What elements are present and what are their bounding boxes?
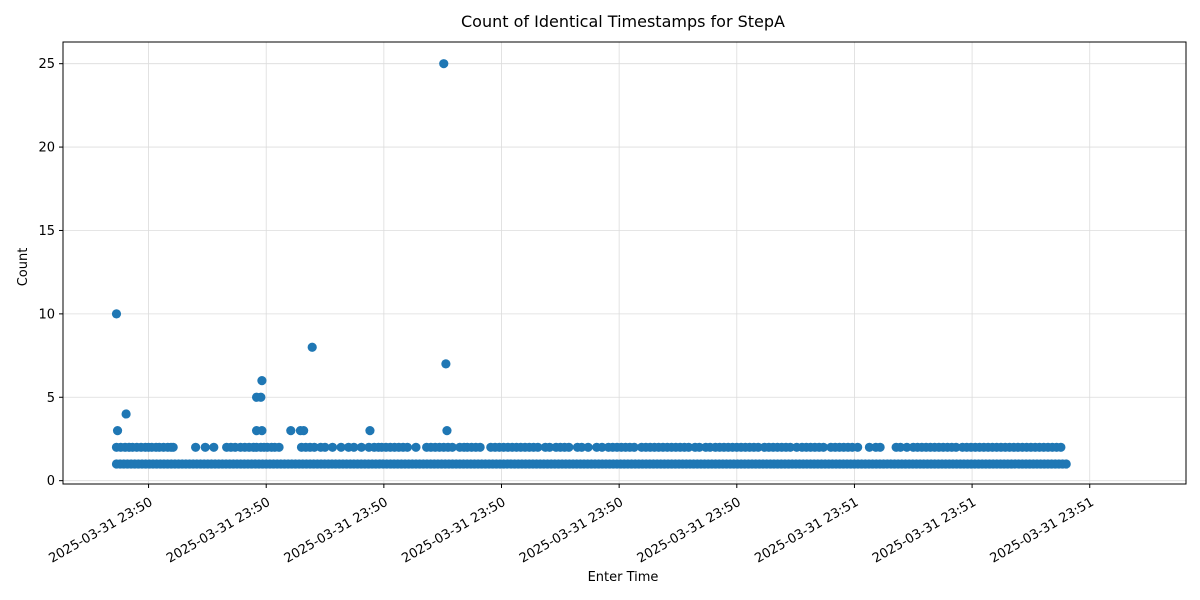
data-point [257,375,267,386]
data-point [191,442,201,452]
x-tick-label: 2025-03-31 23:51 [988,495,1097,567]
data-point [349,442,359,452]
data-point [447,442,457,452]
data-point [256,392,266,402]
data-point [299,426,309,436]
data-point [327,442,338,452]
data-point [111,309,122,319]
x-axis-label: Enter Time [588,570,659,585]
data-point [545,442,555,452]
data-point [564,442,574,452]
data-point [853,442,863,452]
x-tick-label: 2025-03-31 23:50 [282,495,391,567]
y-tick-label: 10 [38,307,55,322]
data-point [1056,442,1066,452]
data-point [533,442,543,452]
y-tick-label: 15 [38,224,55,239]
x-tick-label: 2025-03-31 23:50 [517,495,626,567]
data-point [209,442,219,452]
grid-lines [63,42,1186,484]
data-point [336,442,346,452]
data-point [309,442,319,452]
data-point [442,426,452,436]
y-tick-label: 25 [38,57,55,72]
x-tick-label: 2025-03-31 23:50 [46,495,155,567]
x-tick-label: 2025-03-31 23:50 [164,495,273,567]
data-point [439,59,449,69]
x-tick-label: 2025-03-31 23:51 [752,495,861,567]
data-point [356,442,366,452]
data-point [411,442,421,452]
data-point [402,442,412,452]
data-point [583,442,593,452]
data-point [121,409,131,419]
data-point [864,442,875,452]
data-point [1061,459,1071,469]
data-point [320,442,330,452]
x-axis-ticks: 2025-03-31 23:50 2025-03-31 23:50 2025-03-… [46,484,1097,567]
data-point [441,359,451,369]
data-point [257,426,267,436]
data-point [902,442,912,452]
x-tick-label: 2025-03-31 23:51 [870,495,979,567]
data-point [112,426,123,436]
data-point [895,442,906,452]
data-point [753,442,763,452]
data-point [694,442,704,452]
chart-title: Count of Identical Timestamps for StepA [461,12,785,31]
x-tick-label: 2025-03-31 23:50 [635,495,744,567]
data-point [875,442,885,452]
data-point [684,442,694,452]
y-tick-label: 5 [47,391,55,406]
x-tick-label: 2025-03-31 23:50 [399,495,508,567]
data-points [111,59,1071,469]
y-tick-label: 20 [38,141,55,156]
y-axis-ticks: 0 5 10 15 20 25 [38,57,63,489]
y-axis-label: Count [16,248,31,287]
data-point [597,442,607,452]
data-point [307,342,317,352]
data-point [365,426,375,436]
data-point [168,442,178,452]
data-point [200,442,210,452]
data-point [274,442,284,452]
y-tick-label: 0 [47,474,55,489]
data-point [629,442,639,452]
data-point [475,442,485,452]
data-point [577,442,587,452]
data-point [951,442,961,452]
data-point [785,442,795,452]
data-point [286,426,296,436]
plot-area-frame [62,41,1187,485]
data-point [818,442,829,452]
